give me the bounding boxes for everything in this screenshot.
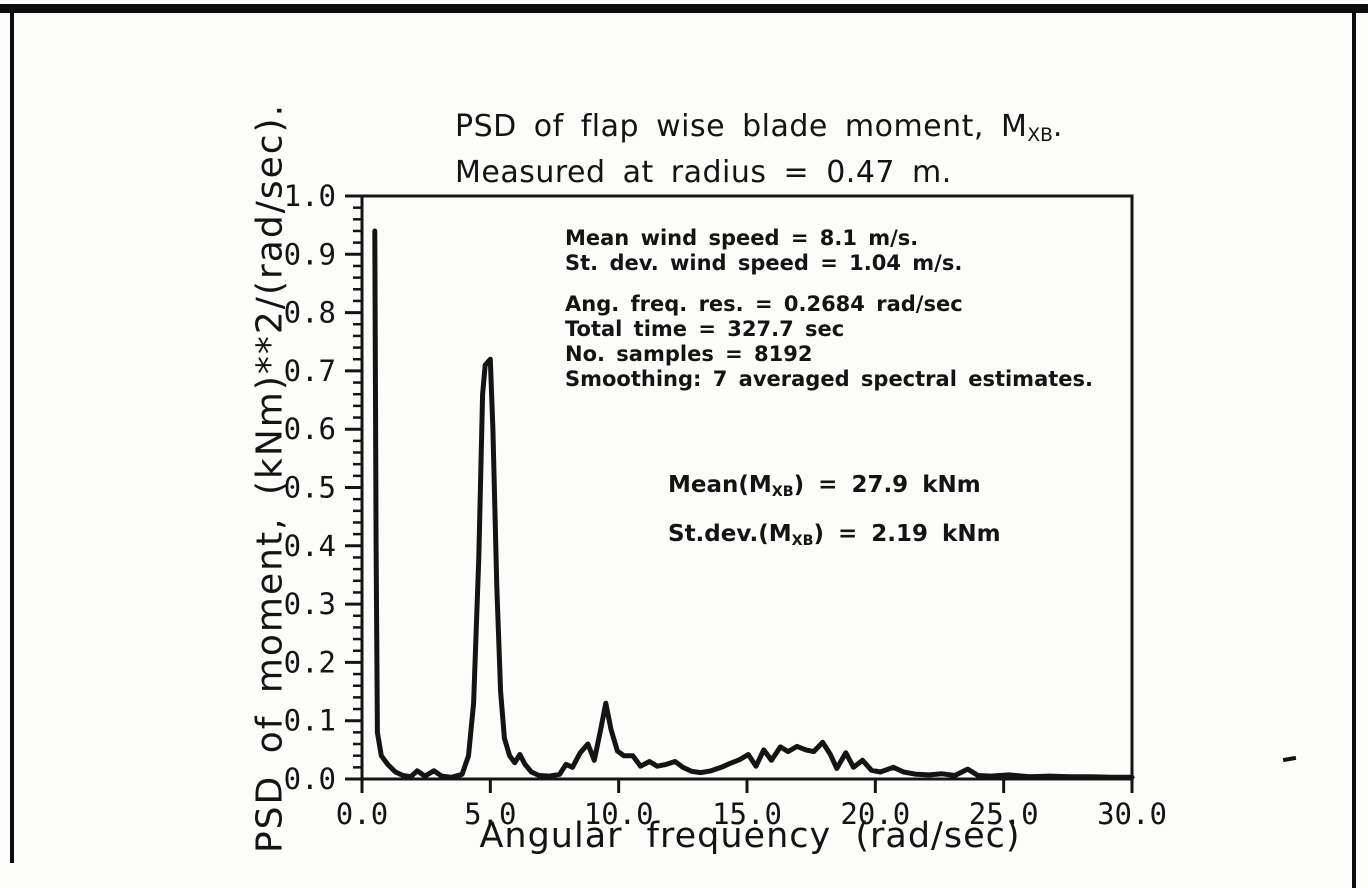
stdev-subscript: XB	[791, 532, 814, 549]
info-line: No. samples = 8192	[565, 342, 813, 366]
x-tick-label: 15.0	[712, 797, 782, 831]
y-tick-label: 0.1	[284, 704, 336, 738]
mean-annotation: Mean(MXB) = 27.9 kNm	[668, 472, 981, 500]
y-tick-label: 1.0	[284, 179, 336, 213]
title-line-2: Measured at radius = 0.47 m.	[455, 155, 952, 191]
x-tick-label: 5.0	[464, 797, 516, 831]
info-line: Smoothing: 7 averaged spectral estimates…	[565, 367, 1093, 391]
info-line: Mean wind speed = 8.1 m/s.	[565, 226, 919, 250]
y-tick-label: 0.2	[284, 645, 336, 679]
x-tick-label: 10.0	[584, 797, 654, 831]
psd-curve	[372, 228, 1135, 780]
info-annotation: Mean wind speed = 8.1 m/s. St. dev. wind…	[565, 226, 1093, 392]
x-tick-label: 25.0	[969, 797, 1039, 831]
y-tick-label: 0.0	[284, 762, 336, 796]
chart-title: PSD of flap wise blade moment, MXB. Meas…	[455, 108, 1063, 191]
y-tick-label: 0.6	[284, 412, 336, 446]
x-tick-label: 0.0	[336, 797, 388, 831]
title-subscript: XB	[1027, 125, 1053, 147]
y-tick-label: 0.7	[284, 354, 336, 388]
y-tick-label: 0.9	[284, 237, 336, 271]
info-line: Total time = 327.7 sec	[565, 317, 845, 341]
x-tick-label: 30.0	[1097, 797, 1167, 831]
scan-frame-right	[1352, 8, 1356, 888]
x-tick-label: 20.0	[840, 797, 910, 831]
y-tick-label: 0.8	[284, 296, 336, 330]
mean-subscript: XB	[771, 483, 794, 500]
y-tick-label: 0.3	[284, 587, 336, 621]
scan-frame-left	[10, 6, 14, 863]
x-axis-label: Angular frequency (rad/sec)	[479, 816, 1021, 856]
info-line: Ang. freq. res. = 0.2684 rad/sec	[565, 292, 963, 316]
info-line: St. dev. wind speed = 1.04 m/s.	[565, 251, 963, 275]
scan-frame-top	[0, 4, 1368, 13]
stdev-annotation: St.dev.(MXB) = 2.19 kNm	[668, 521, 1001, 549]
y-tick-label: 0.4	[284, 529, 336, 563]
title-line-1: PSD of flap wise blade moment, MXB.	[455, 109, 1063, 147]
y-tick-label: 0.5	[284, 471, 336, 505]
